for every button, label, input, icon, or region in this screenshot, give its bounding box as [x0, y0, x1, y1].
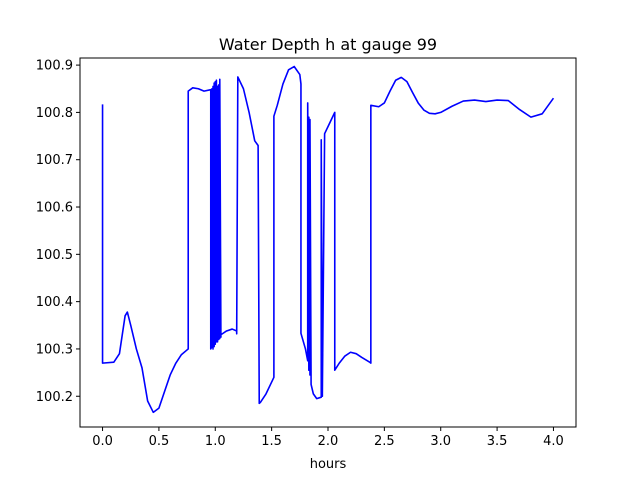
- y-tick-label: 100.3: [36, 342, 73, 357]
- y-tick-label: 100.8: [36, 106, 73, 121]
- series-line-0: [101, 65, 555, 414]
- y-tick-label: 100.7: [36, 153, 73, 168]
- chart-title: Water Depth h at gauge 99: [219, 35, 437, 54]
- x-tick-label: 1.5: [261, 434, 282, 449]
- x-tick-label: 3.0: [430, 434, 451, 449]
- x-axis: 0.0 0.5 1.0 1.5 2.0 2.5 3.0 3.5 4.0: [92, 427, 564, 449]
- x-axis-label: hours: [310, 457, 347, 472]
- y-tick-label: 100.4: [36, 295, 73, 310]
- x-tick-label: 0.0: [92, 434, 113, 449]
- x-tick-label: 2.5: [374, 434, 395, 449]
- x-tick-label: 2.0: [318, 434, 339, 449]
- y-tick-label: 100.2: [36, 390, 73, 405]
- x-tick-label: 0.5: [149, 434, 170, 449]
- x-tick-label: 3.5: [487, 434, 508, 449]
- plot-area: [101, 65, 555, 414]
- y-tick-label: 100.5: [36, 248, 73, 263]
- y-axis: 100.2 100.3 100.4 100.5 100.6 100.7 100.8 100.9: [36, 59, 80, 405]
- y-tick-label: 100.9: [36, 59, 73, 74]
- plot-frame: [79, 57, 577, 428]
- x-tick-label: 1.0: [205, 434, 226, 449]
- y-tick-label: 100.6: [36, 201, 73, 216]
- x-tick-label: 4.0: [543, 434, 564, 449]
